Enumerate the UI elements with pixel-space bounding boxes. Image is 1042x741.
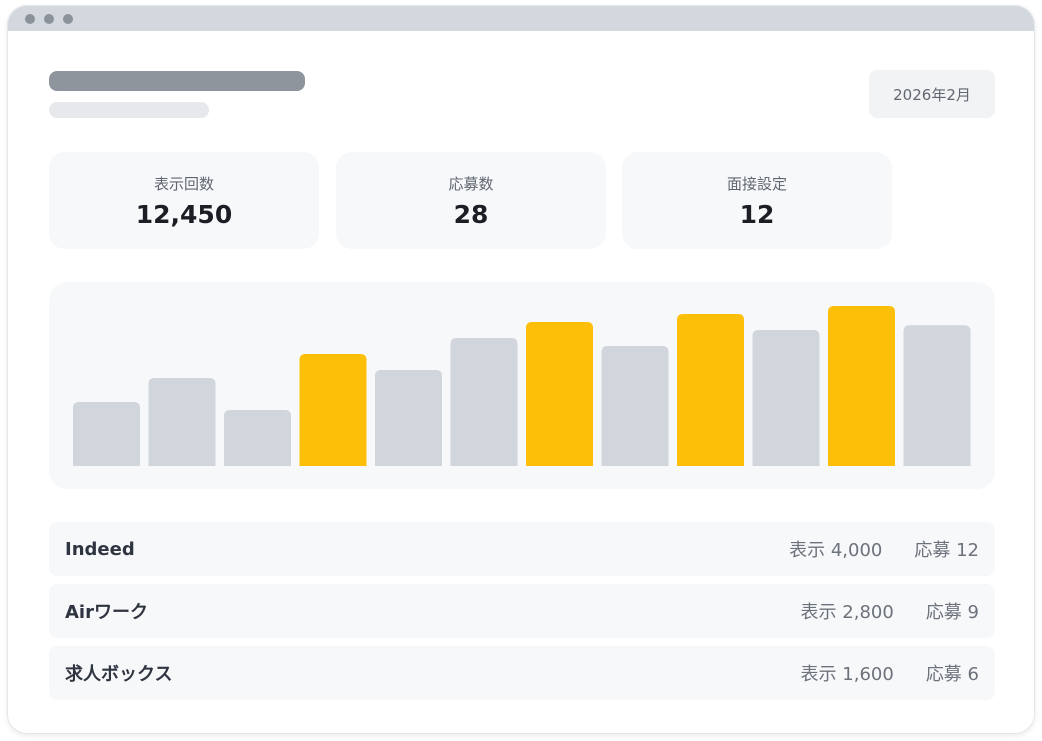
source-name: 求人ボックス	[65, 664, 173, 685]
window-close-dot[interactable]	[25, 14, 35, 24]
source-row-kyujinbox[interactable]: 求人ボックス 表示 1,600 応募 6	[49, 646, 995, 700]
chart-bar-12	[903, 325, 971, 466]
chart-bar-10	[752, 330, 820, 466]
chart-bar-7	[526, 322, 593, 466]
chart-bar-9	[677, 314, 744, 466]
source-row-indeed[interactable]: Indeed 表示 4,000 応募 12	[49, 522, 995, 576]
stat-card-impressions: 表示回数 12,450	[49, 152, 319, 249]
chart-bar-2	[148, 378, 216, 466]
stat-value: 12	[739, 199, 775, 229]
stat-label: 応募数	[448, 174, 494, 193]
chart-bar-11	[828, 306, 895, 466]
source-name: Indeed	[65, 538, 135, 560]
source-row-airwork[interactable]: Airワーク 表示 2,800 応募 9	[49, 584, 995, 638]
date-selector[interactable]: 2026年2月	[869, 70, 995, 118]
chart-bar-3	[224, 410, 291, 466]
source-views: 表示 4,000	[789, 540, 883, 561]
window-maximize-dot[interactable]	[63, 14, 73, 24]
app-window: 2026年2月 表示回数 12,450 応募数 28 面接設定 12 Indee…	[7, 5, 1035, 734]
stat-label: 表示回数	[153, 174, 214, 193]
source-applications: 応募 6	[925, 664, 979, 685]
window-titlebar	[8, 6, 1034, 31]
stat-card-applications: 応募数 28	[336, 152, 606, 249]
source-applications: 応募 9	[925, 602, 979, 623]
stat-card-interviews: 面接設定 12	[622, 152, 892, 249]
bar-chart	[73, 306, 971, 466]
window-minimize-dot[interactable]	[44, 14, 54, 24]
chart-bar-1	[73, 402, 140, 466]
source-views: 表示 2,800	[800, 602, 894, 623]
bar-chart-panel	[49, 282, 995, 489]
chart-bar-6	[450, 338, 518, 466]
chart-bar-8	[601, 346, 669, 466]
chart-bar-4	[299, 354, 367, 466]
source-name: Airワーク	[65, 602, 148, 623]
subtitle-placeholder	[49, 102, 209, 118]
stat-label: 面接設定	[726, 174, 787, 193]
stat-value: 12,450	[135, 199, 233, 229]
title-placeholder	[49, 71, 305, 91]
chart-bar-5	[375, 370, 442, 466]
stat-value: 28	[453, 199, 489, 229]
source-views: 表示 1,600	[800, 664, 894, 685]
date-label: 2026年2月	[893, 85, 971, 104]
source-applications: 応募 12	[914, 540, 979, 561]
